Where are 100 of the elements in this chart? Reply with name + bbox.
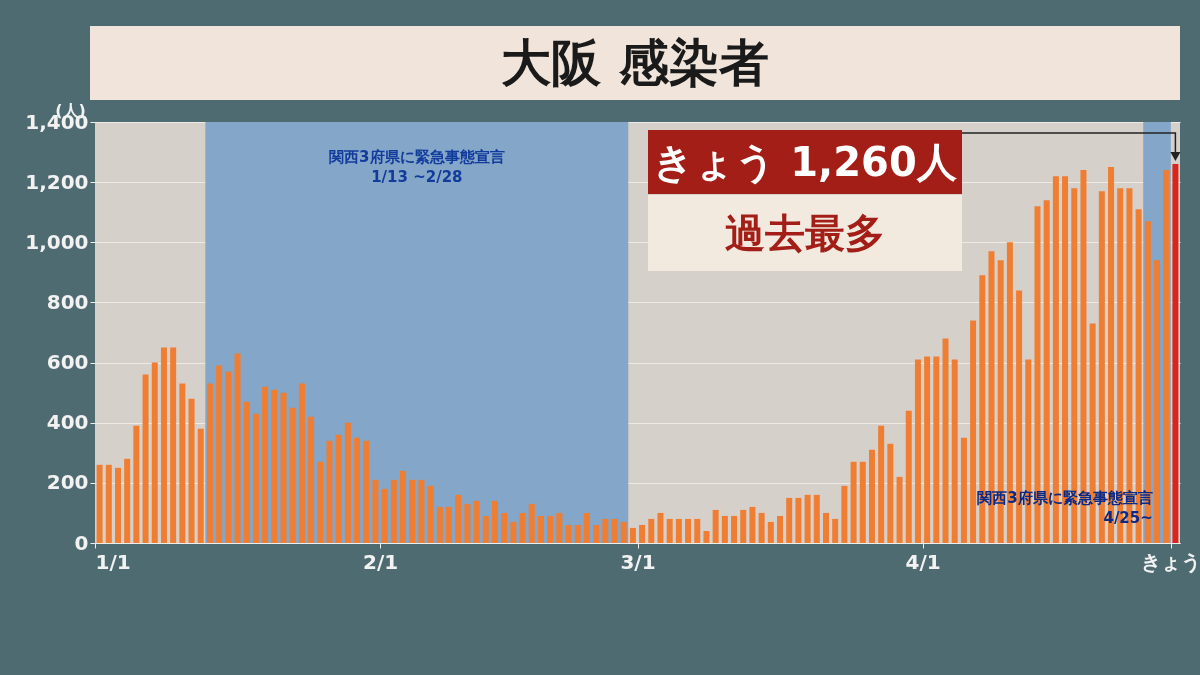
bar [565,524,572,543]
bar [400,470,407,543]
bar [114,467,121,543]
bar [639,524,646,543]
bar [188,398,195,543]
x-tick-label: 4/1 [905,549,941,574]
label-box: きょう 1,260人 [648,130,962,194]
y-tick-label: 0 [74,530,89,555]
bar [96,464,103,543]
bar [427,485,434,543]
bar [905,410,912,543]
bar [317,461,324,543]
bar [721,515,728,543]
bar [648,518,655,543]
bar [896,476,903,543]
bar [933,356,940,543]
bar [813,494,820,543]
bar [170,347,177,543]
bar [124,458,131,543]
bar [767,521,774,543]
bar [142,374,149,543]
bar [657,512,664,543]
bar [960,437,967,543]
bar [878,425,885,543]
bar [372,479,379,543]
bar [758,512,765,543]
bar [482,515,489,543]
y-tick-label: 800 [46,289,89,314]
bar [1172,164,1179,543]
bar [786,497,793,543]
bar [850,461,857,543]
bar [712,509,719,543]
bar [593,524,600,543]
bar [804,494,811,543]
bar [335,434,342,543]
x-tick-label: 2/1 [362,549,399,574]
bar [537,515,544,543]
y-tick-label: 1,000 [25,229,89,254]
bar [547,515,554,543]
bar [298,383,305,543]
y-tick-label: 400 [46,410,89,435]
bar [225,371,232,543]
bar [602,518,609,543]
bar [418,479,425,543]
bar [832,518,839,543]
bar [363,440,370,543]
bar [666,518,673,543]
bar [271,389,278,543]
bar [455,494,462,543]
bar [234,353,241,543]
bar [133,425,140,543]
bar [280,392,287,543]
bar [252,413,259,543]
bar [556,512,563,543]
bar [703,530,710,543]
bar [795,497,802,543]
bar [289,407,296,543]
bar [344,422,351,543]
bar [620,521,627,543]
bar [1154,260,1161,543]
bar [574,524,581,543]
band-label: 関西3府県に緊急事態宣言 1/13 ~2/28 [329,148,505,186]
bar [868,449,875,543]
bar [197,428,204,543]
bar [354,437,361,543]
bar [749,506,756,543]
chart-title: 大阪 感染者 [90,26,1180,100]
bar [685,518,692,543]
bar [243,401,250,543]
bar [731,515,738,543]
bar [381,488,388,543]
bar [390,479,397,543]
bar [179,383,186,543]
bar [887,443,894,543]
bar [436,506,443,543]
bar [491,500,498,543]
bar [501,512,508,543]
bar [942,338,949,543]
label-box: 過去最多 [648,195,962,271]
bar [519,512,526,543]
bar [528,503,535,543]
bar [160,347,167,543]
bar [216,365,223,543]
bar [841,485,848,543]
bar [611,518,618,543]
bar [924,356,931,543]
bar [105,464,112,543]
y-tick-label: 1,200 [25,169,89,194]
bar [510,521,517,543]
bar [409,479,416,543]
bar [914,359,921,543]
bar [823,512,829,543]
bar [740,509,747,543]
bar [151,362,158,543]
x-tick-label: 1/1 [95,549,131,574]
x-tick-label: 3/1 [620,549,656,574]
bar [262,386,269,543]
bar [1163,170,1170,543]
bar [694,518,701,543]
y-tick-label: 600 [46,350,89,375]
